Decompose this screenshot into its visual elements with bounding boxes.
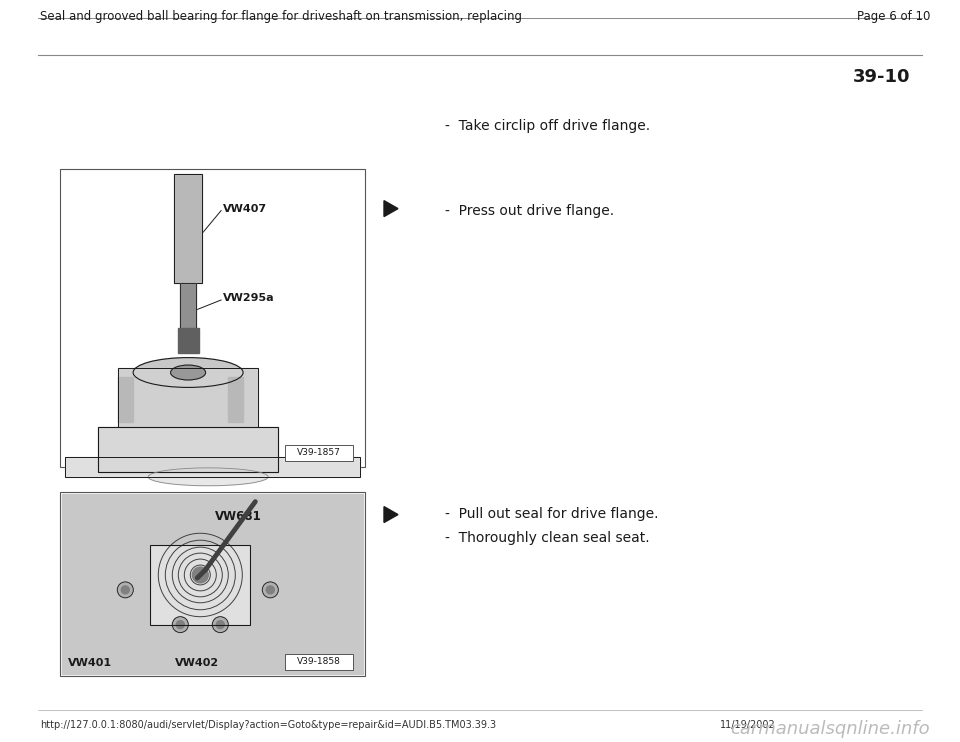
Bar [65,457,360,477]
Text: http://127.0.0.1:8080/audi/servlet/Display?action=Goto&type=repair&id=AUDI.B5.TM: http://127.0.0.1:8080/audi/servlet/Displ… [40,720,496,730]
Bar [118,367,258,427]
Circle shape [266,586,275,594]
Text: Page 6 of 10: Page 6 of 10 [856,10,930,23]
Circle shape [212,617,228,633]
Bar [196,328,199,352]
Bar [62,493,363,674]
Text: -  Pull out seal for drive flange.: - Pull out seal for drive flange. [445,507,659,521]
Ellipse shape [148,468,268,486]
Circle shape [262,582,278,598]
Ellipse shape [171,365,205,380]
Bar [60,169,365,467]
Circle shape [192,567,208,583]
Text: -  Take circlip off drive flange.: - Take circlip off drive flange. [445,119,650,134]
FancyBboxPatch shape [174,174,203,283]
Bar [285,445,353,461]
Bar [118,378,133,422]
Circle shape [216,620,225,628]
Bar [228,378,243,422]
Text: 39-10: 39-10 [852,68,910,85]
Text: V39-1857: V39-1857 [297,448,341,458]
Text: -  Thoroughly clean seal seat.: - Thoroughly clean seal seat. [445,531,650,545]
Bar [151,545,251,625]
Circle shape [177,620,184,628]
Bar [285,654,353,669]
Bar [189,328,193,352]
Bar [180,283,196,328]
Bar [151,545,251,625]
Text: VW295a: VW295a [223,293,275,303]
Bar [183,328,186,352]
Bar [98,427,278,472]
Text: V39-1858: V39-1858 [297,657,341,666]
Text: -  Press out drive flange.: - Press out drive flange. [445,203,614,217]
FancyBboxPatch shape [180,283,196,328]
Text: 11/19/2002: 11/19/2002 [720,720,776,730]
Bar [60,492,365,675]
Text: VW402: VW402 [175,657,219,668]
Bar [180,328,183,352]
Bar [174,174,203,283]
Text: VW407: VW407 [223,203,267,214]
Bar [186,328,189,352]
Bar [65,457,360,477]
Polygon shape [384,200,398,217]
Polygon shape [384,507,398,522]
Circle shape [121,586,130,594]
Text: Seal and grooved ball bearing for flange for driveshaft on transmission, replaci: Seal and grooved ball bearing for flange… [40,10,522,23]
Bar [98,427,278,472]
Circle shape [172,617,188,633]
Bar [178,328,180,352]
Text: carmanualsqnline.info: carmanualsqnline.info [731,720,930,738]
Text: VW681: VW681 [215,510,262,522]
Text: VW401: VW401 [68,657,112,668]
Circle shape [117,582,133,598]
Ellipse shape [133,358,243,387]
Bar [118,367,258,427]
Bar [193,328,196,352]
